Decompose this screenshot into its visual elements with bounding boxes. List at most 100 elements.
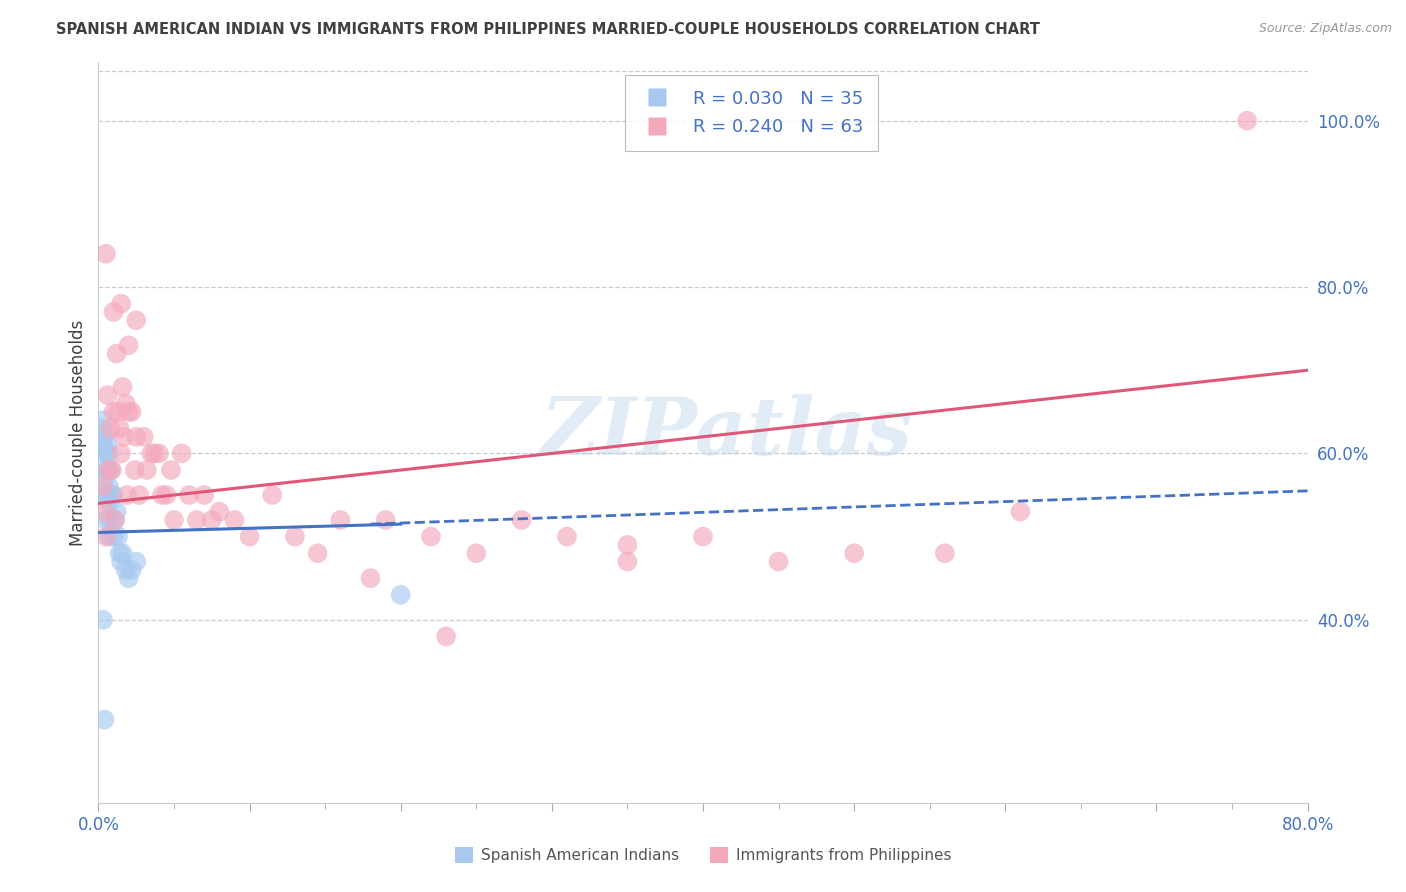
Point bbox=[101, 463, 124, 477]
Y-axis label: Married-couple Households: Married-couple Households bbox=[69, 319, 87, 546]
Point bbox=[179, 488, 201, 502]
Point bbox=[616, 538, 638, 552]
Point bbox=[239, 530, 262, 544]
Point bbox=[111, 546, 134, 560]
Point bbox=[103, 530, 125, 544]
Point bbox=[107, 405, 129, 419]
Point bbox=[96, 488, 118, 502]
Point bbox=[112, 430, 135, 444]
Point bbox=[96, 388, 118, 402]
Text: SPANISH AMERICAN INDIAN VS IMMIGRANTS FROM PHILIPPINES MARRIED-COUPLE HOUSEHOLDS: SPANISH AMERICAN INDIAN VS IMMIGRANTS FR… bbox=[56, 22, 1040, 37]
Point bbox=[94, 246, 117, 260]
Point bbox=[224, 513, 246, 527]
Point bbox=[94, 513, 117, 527]
Point bbox=[201, 513, 224, 527]
Point bbox=[103, 405, 125, 419]
Point bbox=[555, 530, 578, 544]
Point bbox=[186, 513, 208, 527]
Point bbox=[108, 546, 131, 560]
Text: Source: ZipAtlas.com: Source: ZipAtlas.com bbox=[1258, 22, 1392, 36]
Point bbox=[91, 438, 114, 452]
Point bbox=[104, 513, 127, 527]
Text: ZIPatlas: ZIPatlas bbox=[541, 394, 914, 471]
Point bbox=[98, 496, 121, 510]
Point bbox=[98, 530, 121, 544]
Point bbox=[103, 488, 125, 502]
Point bbox=[284, 530, 307, 544]
Point bbox=[143, 446, 166, 460]
Point bbox=[115, 488, 138, 502]
Point bbox=[100, 513, 122, 527]
Point bbox=[148, 446, 170, 460]
Point bbox=[170, 446, 193, 460]
Point bbox=[1010, 505, 1032, 519]
Point bbox=[150, 488, 173, 502]
Point bbox=[208, 505, 231, 519]
Point bbox=[93, 713, 115, 727]
Point bbox=[98, 480, 121, 494]
Point bbox=[105, 505, 128, 519]
Point bbox=[844, 546, 866, 560]
Point bbox=[121, 405, 143, 419]
Point bbox=[128, 488, 150, 502]
Point bbox=[118, 405, 141, 419]
Point bbox=[121, 563, 143, 577]
Point bbox=[107, 530, 129, 544]
Point bbox=[125, 430, 148, 444]
Legend: Spanish American Indians, Immigrants from Philippines: Spanish American Indians, Immigrants fro… bbox=[449, 841, 957, 869]
Point bbox=[93, 430, 115, 444]
Point bbox=[360, 571, 382, 585]
Point bbox=[692, 530, 714, 544]
Point bbox=[114, 563, 136, 577]
Point bbox=[374, 513, 396, 527]
Point bbox=[110, 555, 132, 569]
Point bbox=[434, 629, 457, 643]
Point bbox=[934, 546, 956, 560]
Point bbox=[98, 446, 121, 460]
Point bbox=[110, 446, 132, 460]
Point bbox=[124, 463, 146, 477]
Point bbox=[132, 430, 155, 444]
Point bbox=[94, 463, 117, 477]
Point bbox=[91, 480, 114, 494]
Point bbox=[108, 421, 131, 435]
Point bbox=[110, 296, 132, 310]
Point bbox=[105, 346, 128, 360]
Point bbox=[91, 613, 114, 627]
Point bbox=[616, 555, 638, 569]
Point bbox=[94, 530, 117, 544]
Point bbox=[104, 513, 127, 527]
Point bbox=[768, 555, 790, 569]
Point bbox=[91, 413, 114, 427]
Point bbox=[101, 488, 124, 502]
Point bbox=[93, 505, 115, 519]
Point bbox=[118, 571, 141, 585]
Point bbox=[114, 396, 136, 410]
Point bbox=[93, 446, 115, 460]
Point bbox=[510, 513, 533, 527]
Point bbox=[1236, 113, 1258, 128]
Point bbox=[125, 555, 148, 569]
Point bbox=[163, 513, 186, 527]
Point bbox=[90, 421, 112, 435]
Point bbox=[96, 463, 118, 477]
Point bbox=[103, 305, 125, 319]
Point bbox=[141, 446, 163, 460]
Point bbox=[329, 513, 352, 527]
Point bbox=[125, 313, 148, 327]
Point bbox=[100, 463, 122, 477]
Point bbox=[98, 463, 121, 477]
Point bbox=[160, 463, 183, 477]
Point bbox=[307, 546, 329, 560]
Point bbox=[94, 488, 117, 502]
Point bbox=[135, 463, 157, 477]
Point bbox=[96, 438, 118, 452]
Point bbox=[193, 488, 215, 502]
Point bbox=[94, 446, 117, 460]
Point bbox=[118, 338, 141, 352]
Point bbox=[262, 488, 284, 502]
Point bbox=[155, 488, 177, 502]
Point bbox=[420, 530, 443, 544]
Point bbox=[389, 588, 412, 602]
Point bbox=[100, 421, 122, 435]
